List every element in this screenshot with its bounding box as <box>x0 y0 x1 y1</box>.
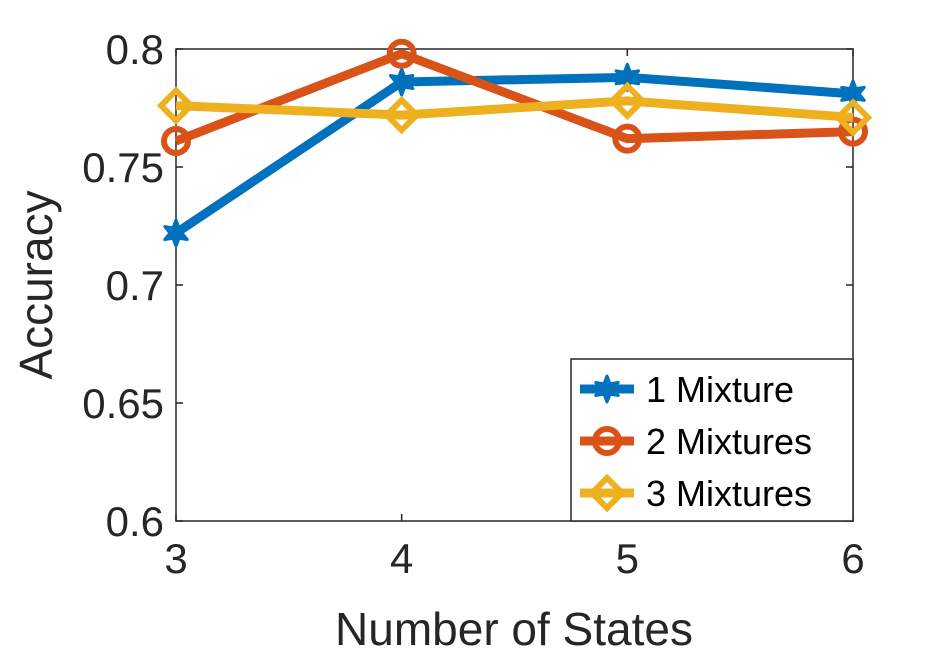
series-2 <box>161 38 868 157</box>
series-1-point-0 <box>163 218 189 248</box>
x-tick-label-2: 5 <box>616 535 639 582</box>
legend-marker-3 <box>587 473 627 513</box>
x-axis-label: Number of States <box>335 603 693 655</box>
y-tick-label-1: 0.65 <box>82 380 164 427</box>
y-axis-label: Accuracy <box>10 190 62 379</box>
series-2-point-3 <box>838 116 868 147</box>
y-tick-label-4: 0.8 <box>106 26 164 73</box>
x-tick-label-0: 3 <box>164 535 187 582</box>
series-3-line <box>175 96 854 122</box>
series-1-point-2 <box>614 62 641 92</box>
y-tick-label-3: 0.75 <box>82 144 164 191</box>
series-1-line <box>173 72 854 237</box>
legend: 1 Mixture 2 Mixtures 3 Mixtures <box>570 358 854 522</box>
series-3 <box>156 81 873 137</box>
y-tick-label-2: 0.7 <box>106 262 164 309</box>
legend-marker-1 <box>594 374 620 404</box>
series-3-point-2 <box>608 81 647 121</box>
legend-label-3: 3 Mixtures <box>646 473 812 514</box>
y-tick-label-0: 0.6 <box>106 498 164 545</box>
series-3-point-3 <box>833 98 873 137</box>
legend-label-1: 1 Mixture <box>646 369 794 410</box>
series-1 <box>163 62 866 248</box>
series-3-point-0 <box>156 86 196 125</box>
axis-ticks: 3 4 5 6 0.6 0.65 0.7 0.75 0.8 <box>82 26 864 582</box>
series-2-point-2 <box>612 123 643 154</box>
legend-label-2: 2 Mixtures <box>646 421 812 462</box>
x-tick-label-3: 6 <box>841 535 864 582</box>
series-3-point-1 <box>382 95 421 135</box>
series-layer <box>156 38 873 248</box>
series-1-point-3 <box>840 79 866 109</box>
legend-marker-2 <box>592 426 622 456</box>
series-2-line <box>174 49 854 146</box>
series-2-point-1 <box>386 38 417 69</box>
series-2-point-0 <box>161 126 191 157</box>
series-1-point-1 <box>388 67 415 97</box>
x-tick-label-1: 4 <box>390 535 413 582</box>
